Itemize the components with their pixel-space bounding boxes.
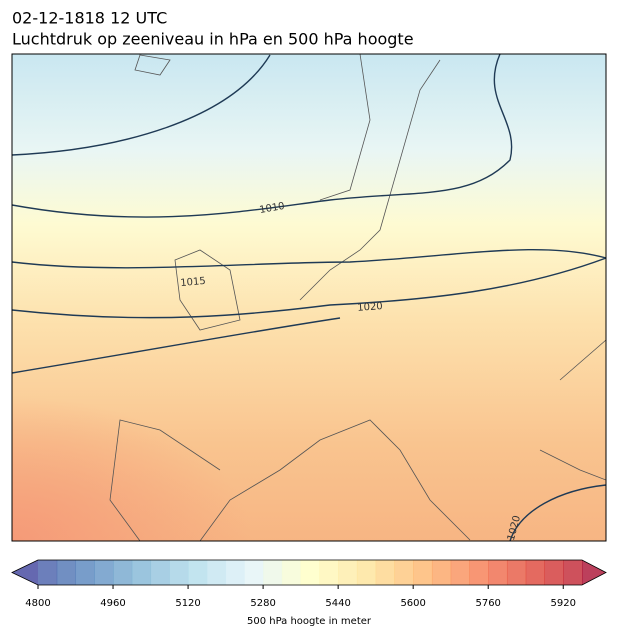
isobar xyxy=(12,249,606,269)
colorbar-segment xyxy=(169,560,189,585)
colorbar-segment xyxy=(431,560,452,585)
colorbar-segment xyxy=(75,560,95,585)
colorbar-segment xyxy=(544,560,564,585)
colorbar-tick-label: 4800 xyxy=(25,598,50,609)
colorbar-segment xyxy=(413,560,433,585)
colorbar-extend xyxy=(582,560,606,585)
colorbar-segment xyxy=(525,560,545,585)
map-title: Luchtdruk op zeeniveau in hPa en 500 hPa… xyxy=(12,30,414,49)
colorbar-extend xyxy=(12,560,38,585)
colorbar-tick-label: 5920 xyxy=(551,598,576,609)
colorbar-segment xyxy=(94,560,114,585)
isobar xyxy=(12,317,341,374)
colorbar-segment xyxy=(394,560,414,585)
colorbar-segment xyxy=(56,560,77,585)
isobar xyxy=(12,54,271,156)
colorbar-segment xyxy=(188,560,208,585)
colorbar: 4800 4960 5120 5280 5440 5600 5760 5920 xyxy=(11,559,607,609)
isobar xyxy=(12,257,606,319)
colorbar-label: 500 hPa hoogte in meter xyxy=(247,616,372,627)
colorbar-segment xyxy=(338,560,358,585)
colorbar-segment xyxy=(281,560,302,585)
colorbar-segment xyxy=(131,560,152,585)
colorbar-segment xyxy=(150,560,170,585)
isobar xyxy=(12,54,513,218)
colorbar-segment xyxy=(206,560,227,585)
colorbar-tick-label: 5760 xyxy=(475,598,500,609)
colorbar-segment xyxy=(38,560,58,585)
colorbar-segment xyxy=(300,560,320,585)
isobar-label: 1020 xyxy=(357,301,383,314)
colorbar-tick-label: 5440 xyxy=(325,598,350,609)
colorbar-tick-label: 5120 xyxy=(175,598,200,609)
colorbar-segment xyxy=(356,560,377,585)
colorbar-tick-label: 4960 xyxy=(100,598,125,609)
colorbar-segment xyxy=(319,560,339,585)
colorbar-segment xyxy=(244,560,264,585)
colorbar-segment xyxy=(263,560,283,585)
isobar xyxy=(509,484,606,541)
map-frame xyxy=(11,53,607,542)
map xyxy=(12,54,606,541)
colorbar-segment xyxy=(488,560,508,585)
height-field xyxy=(12,300,412,541)
colorbar-segment xyxy=(469,560,489,585)
datetime: 02-12-1818 12 UTC xyxy=(12,9,167,28)
colorbar-segment xyxy=(563,560,583,585)
colorbar-segment xyxy=(506,560,527,585)
colorbar-segment xyxy=(225,560,245,585)
colorbar-frame xyxy=(11,559,607,586)
colorbar-segment xyxy=(450,560,470,585)
colorbar-tick-label: 5600 xyxy=(400,598,425,609)
isobar-label: 1010 xyxy=(259,201,286,216)
coastline xyxy=(109,54,606,541)
isobar-label: 1015 xyxy=(180,276,206,289)
colorbar-tick-label: 5280 xyxy=(250,598,275,609)
colorbar-segment xyxy=(375,560,395,585)
colorbar-segment xyxy=(113,560,133,585)
